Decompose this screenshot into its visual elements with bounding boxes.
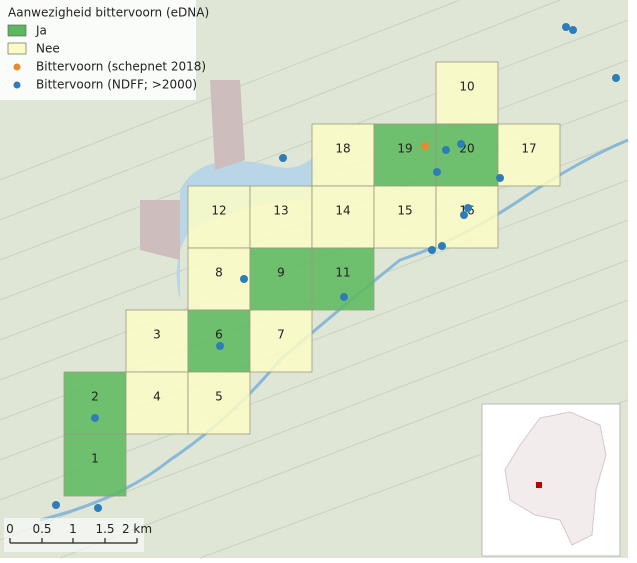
cell-label: 14: [335, 204, 350, 218]
inset-map: [481, 403, 621, 557]
ndff-point: [433, 168, 441, 176]
grid-cell: [497, 123, 561, 187]
built-up-area: [140, 80, 245, 260]
cell-label: 10: [459, 80, 474, 94]
grid-cell: [373, 185, 437, 249]
study-area-marker: [536, 482, 542, 488]
scale-label: 2 km: [122, 522, 152, 536]
cell-label: 1: [91, 452, 99, 466]
cell-label: 7: [277, 328, 285, 342]
legend-title: Aanwezigheid bittervoorn (eDNA): [8, 6, 209, 20]
legend-label: Bittervoorn (schepnet 2018): [36, 60, 206, 74]
ndff-point: [464, 204, 472, 212]
cell-label: 13: [273, 204, 288, 218]
ndff-point: [240, 275, 248, 283]
ndff-point: [569, 26, 577, 34]
ndff-point: [460, 211, 468, 219]
ndff-point: [562, 23, 570, 31]
grid-cell: [63, 371, 127, 435]
ndff-point: [340, 293, 348, 301]
ndff-points: [52, 23, 620, 512]
cell-label: 5: [215, 390, 223, 404]
ndff-point: [612, 74, 620, 82]
ndff-point: [94, 504, 102, 512]
ndff-point: [442, 146, 450, 154]
cell-label: 3: [153, 328, 161, 342]
ndff-point: [428, 246, 436, 254]
grid-cell: [63, 433, 127, 497]
cell-label: 12: [211, 204, 226, 218]
cell-label: 19: [397, 142, 412, 156]
cell-label: 6: [215, 328, 223, 342]
cell-label: 18: [335, 142, 350, 156]
scale-label: 1.5: [95, 522, 114, 536]
scale-label: 0.5: [32, 522, 51, 536]
scale-label: 1: [69, 522, 77, 536]
ndff-point: [279, 154, 287, 162]
grid-cell: [249, 309, 313, 373]
scale-bar: 0 0.5 1 1.5 2 km: [4, 518, 152, 552]
ndff-point: [438, 242, 446, 250]
grid-cell: [311, 123, 375, 187]
cell-label: 17: [521, 142, 536, 156]
cell-label: 15: [397, 204, 412, 218]
ndff-point: [457, 140, 465, 148]
legend-box: [0, 0, 196, 100]
schepnet-point: [421, 142, 429, 150]
grid-cell: [311, 185, 375, 249]
ndff-point: [216, 342, 224, 350]
ndff-point: [52, 501, 60, 509]
cell-label: 9: [277, 266, 285, 280]
cell-label: 11: [335, 266, 350, 280]
grid-cell: [187, 371, 251, 435]
grid-cell: [187, 185, 251, 249]
scale-bar-line: [9, 538, 138, 544]
cell-label: 2: [91, 390, 99, 404]
grid-cell: [125, 371, 189, 435]
ndff-point: [496, 174, 504, 182]
grid-cell: [249, 185, 313, 249]
netherlands-outline: [504, 411, 607, 546]
cell-label: 4: [153, 390, 161, 404]
grid-cell: [125, 309, 189, 373]
river: [39, 138, 629, 522]
grid-cells: 1018192017121314151689113672451: [63, 61, 561, 497]
ndff-point: [91, 414, 99, 422]
legend-swatch: [7, 42, 27, 55]
scale-label: 0: [6, 522, 14, 536]
legend-label: Ja: [35, 24, 47, 38]
legend-label: Bittervoorn (NDFF; >2000): [36, 78, 197, 92]
legend-swatch: [13, 81, 21, 89]
cell-label: 8: [215, 266, 223, 280]
legend-swatch: [13, 63, 21, 71]
legend-label: Nee: [36, 42, 60, 56]
grid-cell: [249, 247, 313, 311]
legend-swatch: [7, 24, 27, 37]
scale-bar-background: [4, 518, 144, 552]
legend: Aanwezigheid bittervoorn (eDNA) Ja Nee B…: [0, 0, 209, 100]
